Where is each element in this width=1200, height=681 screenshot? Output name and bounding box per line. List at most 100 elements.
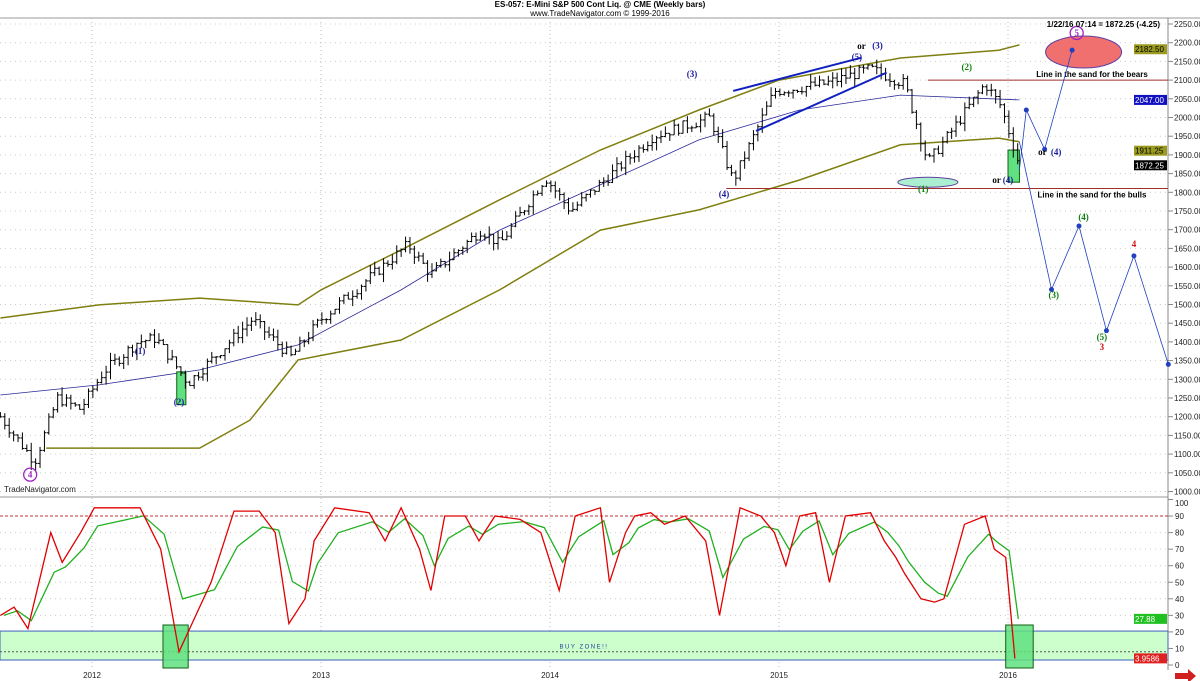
y-tick-label: 1950.00 xyxy=(1174,132,1200,141)
price-bar xyxy=(808,74,813,90)
price-bar xyxy=(51,406,56,419)
wave-label: (4) xyxy=(1051,147,1062,157)
chart-title: ES-057: E-Mini S&P 500 Cont Liq. @ CME (… xyxy=(494,0,706,9)
y-tick-label: 2150.00 xyxy=(1174,57,1200,66)
price-bar xyxy=(487,226,492,245)
price-bar xyxy=(293,348,298,356)
price-bar xyxy=(1006,110,1011,139)
price-bar xyxy=(645,141,650,152)
price-bar xyxy=(451,248,456,261)
price-bar xyxy=(368,264,373,285)
price-bar xyxy=(861,64,866,74)
wave-label: 4 xyxy=(28,470,33,480)
projection-arrowhead xyxy=(1165,361,1171,367)
wave-label: 4 xyxy=(1132,239,1137,249)
price-bar xyxy=(60,387,65,407)
price-bar xyxy=(526,204,531,216)
axis-value-marker xyxy=(1134,44,1167,55)
price-bar xyxy=(178,366,183,376)
lower-band xyxy=(46,137,1020,449)
osc-tick-label: 10 xyxy=(1175,644,1184,653)
price-bar xyxy=(174,356,179,370)
price-bar xyxy=(319,312,324,325)
price-bar xyxy=(522,210,527,216)
price-bar xyxy=(148,332,153,342)
wave-label: or xyxy=(857,41,866,51)
projection-arrowhead xyxy=(1103,328,1109,334)
price-bar xyxy=(2,413,7,430)
axis-value-label: 27.88 xyxy=(1135,615,1156,624)
sand-line-label: Line in the sand for the bulls xyxy=(1038,191,1147,200)
price-bar xyxy=(117,356,122,367)
price-bar xyxy=(540,185,545,197)
price-bar xyxy=(513,211,518,228)
price-bar xyxy=(967,96,972,110)
price-bar xyxy=(443,260,448,268)
price-bar xyxy=(139,334,144,349)
price-bar xyxy=(711,113,716,136)
price-bar xyxy=(821,79,826,86)
price-bar xyxy=(680,120,685,134)
wedge-trendline xyxy=(732,56,862,92)
price-bar xyxy=(240,321,245,344)
price-bar xyxy=(579,192,584,207)
price-bar xyxy=(99,371,104,384)
price-bar xyxy=(504,231,509,241)
price-bar xyxy=(923,140,928,161)
price-bar xyxy=(390,254,395,270)
price-bar xyxy=(104,365,109,385)
price-bar xyxy=(592,189,597,196)
axis-value-label: 3.9586 xyxy=(1135,654,1160,663)
price-bar xyxy=(689,125,694,132)
y-tick-label: 1750.00 xyxy=(1174,207,1200,216)
price-bar xyxy=(544,180,549,188)
price-bar xyxy=(892,79,897,90)
price-bar xyxy=(337,297,342,314)
price-bar xyxy=(553,181,558,199)
price-bar xyxy=(306,331,311,345)
price-bar xyxy=(865,64,870,70)
price-bar xyxy=(799,86,804,95)
price-bar xyxy=(707,108,712,117)
price-bar xyxy=(478,230,483,241)
wave-label: (4) xyxy=(719,189,730,199)
price-bar xyxy=(262,320,267,340)
y-tick-label: 1050.00 xyxy=(1174,469,1200,478)
price-bar xyxy=(55,392,60,413)
price-bar xyxy=(227,339,232,354)
price-bar xyxy=(764,101,769,116)
price-bar xyxy=(773,87,778,99)
y-tick-label: 2050.00 xyxy=(1174,95,1200,104)
osc-tick-label: 50 xyxy=(1175,578,1184,587)
price-bar xyxy=(698,114,703,133)
price-bar xyxy=(716,126,721,143)
price-bar xyxy=(993,89,998,104)
axis-value-marker xyxy=(1134,160,1167,171)
price-bar xyxy=(940,136,945,157)
price-bar xyxy=(998,89,1003,109)
price-bar xyxy=(795,89,800,93)
y-tick-label: 2000.00 xyxy=(1174,114,1200,123)
wave-label: 5 xyxy=(1074,28,1079,38)
price-bar xyxy=(804,85,809,97)
price-bar xyxy=(359,284,364,300)
osc-tick-label: 70 xyxy=(1175,545,1184,554)
price-bar xyxy=(654,135,659,151)
price-bar xyxy=(932,148,937,163)
axis-value-marker xyxy=(1134,145,1167,156)
price-bar xyxy=(703,111,708,128)
price-bar xyxy=(896,82,901,89)
upper-band xyxy=(0,44,1020,319)
price-bar xyxy=(575,201,580,212)
wave-label: (1) xyxy=(135,346,146,356)
price-bar xyxy=(984,84,989,96)
price-bar xyxy=(465,239,470,254)
price-bar xyxy=(0,412,3,418)
price-bar xyxy=(918,122,923,152)
price-bar xyxy=(491,233,496,251)
price-bar xyxy=(315,318,320,328)
osc-tick-label: 90 xyxy=(1175,512,1184,521)
scroll-right-arrow-icon[interactable] xyxy=(1175,669,1196,681)
price-bar xyxy=(733,170,738,186)
